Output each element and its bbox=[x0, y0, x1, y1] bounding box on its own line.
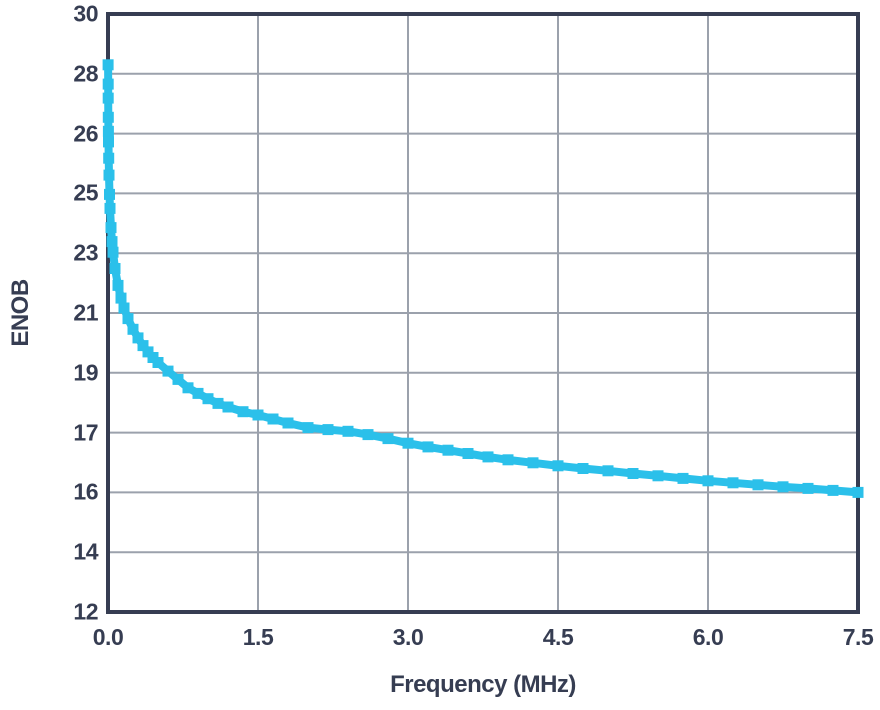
data-point-marker bbox=[422, 441, 434, 453]
data-point-marker bbox=[202, 393, 214, 405]
data-point-marker bbox=[552, 460, 564, 472]
y-tick-label: 28 bbox=[73, 60, 98, 87]
data-point-marker bbox=[127, 323, 139, 335]
data-point-marker bbox=[502, 454, 514, 466]
data-point-marker bbox=[122, 313, 134, 325]
y-axis-title: ENOB bbox=[7, 279, 34, 347]
data-point-marker bbox=[342, 425, 354, 437]
x-tick-label: 7.5 bbox=[842, 624, 874, 650]
data-point-marker bbox=[103, 136, 114, 148]
y-tick-label: 21 bbox=[73, 299, 98, 326]
data-point-marker bbox=[106, 236, 118, 248]
data-point-marker bbox=[142, 346, 154, 358]
data-point-marker bbox=[109, 263, 121, 274]
data-point-marker bbox=[282, 417, 294, 429]
data-point-marker bbox=[152, 357, 164, 368]
data-point-marker bbox=[212, 397, 224, 409]
y-tick-label: 25 bbox=[73, 179, 98, 206]
data-point-marker bbox=[112, 279, 124, 291]
data-point-marker bbox=[115, 292, 127, 304]
data-point-marker bbox=[402, 437, 414, 449]
data-point-marker bbox=[527, 457, 539, 469]
data-point-marker bbox=[104, 202, 116, 214]
data-point-marker bbox=[777, 481, 789, 493]
data-point-marker bbox=[602, 465, 614, 477]
data-point-marker bbox=[102, 59, 114, 71]
data-point-marker bbox=[107, 246, 119, 258]
series-line bbox=[104, 64, 859, 497]
data-point-marker bbox=[118, 302, 130, 314]
data-point-marker bbox=[104, 188, 115, 200]
y-tick-label: 30 bbox=[73, 0, 98, 27]
data-point-marker bbox=[252, 409, 264, 421]
data-point-marker bbox=[652, 470, 664, 482]
x-tick-label: 0.0 bbox=[92, 624, 124, 650]
data-point-marker bbox=[577, 463, 589, 474]
x-tick-label: 3.0 bbox=[392, 624, 424, 650]
data-point-marker bbox=[182, 382, 194, 394]
data-point-marker bbox=[137, 340, 149, 352]
data-point-marker bbox=[172, 373, 184, 385]
data-point-marker bbox=[102, 125, 114, 137]
data-point-marker bbox=[702, 475, 714, 487]
x-tick-label: 1.5 bbox=[242, 624, 274, 650]
data-point-marker bbox=[102, 78, 114, 90]
data-point-marker bbox=[827, 484, 839, 496]
data-point-marker bbox=[237, 406, 249, 418]
data-point-marker bbox=[627, 468, 639, 479]
data-point-marker bbox=[267, 413, 279, 425]
y-tick-label: 12 bbox=[73, 598, 98, 625]
x-tick-label: 4.5 bbox=[542, 624, 574, 650]
data-point-marker bbox=[102, 92, 114, 104]
data-point-marker bbox=[322, 424, 334, 436]
y-tick-label: 23 bbox=[73, 239, 98, 266]
data-point-marker bbox=[192, 387, 204, 399]
data-point-marker bbox=[727, 477, 739, 489]
data-point-marker bbox=[105, 222, 117, 234]
data-point-marker bbox=[752, 479, 764, 491]
x-tick-label: 6.0 bbox=[692, 624, 724, 650]
data-point-marker bbox=[103, 169, 115, 181]
data-point-marker bbox=[102, 111, 114, 123]
data-point-marker bbox=[162, 365, 174, 377]
data-point-marker bbox=[442, 444, 454, 456]
data-point-marker bbox=[802, 482, 814, 494]
y-tick-label: 16 bbox=[73, 478, 98, 505]
data-point-marker bbox=[302, 422, 314, 434]
data-point-marker bbox=[482, 451, 494, 463]
y-tick-label: 14 bbox=[73, 538, 98, 565]
data-point-marker bbox=[677, 472, 689, 484]
plot-border bbox=[106, 12, 860, 614]
data-point-marker bbox=[852, 486, 864, 498]
y-tick-label: 19 bbox=[73, 359, 98, 386]
data-point-marker bbox=[382, 433, 394, 445]
data-point-marker bbox=[222, 401, 234, 413]
y-tick-label: 26 bbox=[73, 120, 98, 147]
y-tick-label: 17 bbox=[73, 419, 98, 446]
data-point-marker bbox=[362, 429, 374, 441]
data-point-marker bbox=[103, 152, 115, 164]
x-axis-title: Frequency (MHz) bbox=[390, 671, 576, 698]
data-point-marker bbox=[462, 448, 474, 459]
data-point-marker bbox=[132, 332, 144, 344]
